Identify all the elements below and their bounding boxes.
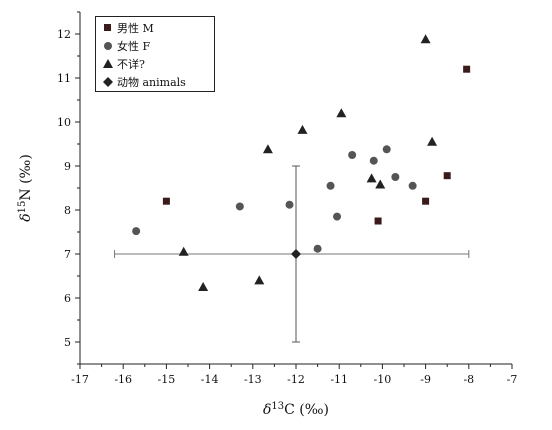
legend-item-unknown: 不详? [102,56,145,72]
axes: -17 -16 -15 -14 -13 -12 -11 -10 -9 -8 -7 5 6 7 8 9 10 11 1… [57,11,518,386]
unknown-point [254,275,265,285]
male-point [443,172,451,180]
x-tick-label: -13 [244,373,262,386]
female-point [235,202,244,211]
x-tick-label: -9 [420,373,431,386]
y-tick-label: 12 [57,28,71,41]
x-tick-label: -7 [507,373,518,386]
unknown-point [420,34,431,44]
y-tick-label: 7 [64,248,71,261]
legend-item-male: 男性 M [102,20,154,36]
unknown-point [198,282,209,291]
y-tick-label: 10 [57,116,71,129]
x-tick-label: -12 [287,373,305,386]
unknown-point [262,144,273,154]
female-point [333,212,342,221]
diamond-marker-icon [103,77,113,87]
circle-marker-icon [104,42,112,50]
male-point [162,197,170,205]
y-axis-label: δ15N (‰) [17,154,35,222]
legend-label-unknown: 不详? [117,58,145,71]
legend: 男性 M 女性 F 不详? 动物 animals [95,16,215,92]
x-tick-label: -11 [330,373,348,386]
female-point [382,145,391,154]
legend-label-animals: 动物 animals [117,76,186,89]
y-tick-label: 6 [64,292,71,305]
y-tick-label: 9 [64,160,71,173]
female-point [369,156,378,165]
female-point [132,227,141,236]
unknown-point [178,246,189,256]
unknown-point [366,173,377,183]
y-axis-label-main: N (‰) [18,154,34,200]
x-tick-label: -8 [463,373,474,386]
male-point [463,65,471,73]
legend-item-female: 女性 F [102,38,150,54]
female-point [348,151,357,159]
female-point [391,173,400,181]
unknown-point [427,136,438,146]
y-tick-label: 11 [57,72,71,85]
male-point [374,217,382,225]
female-point [313,244,322,253]
legend-label-male: 男性 M [117,22,154,35]
female-point [408,181,417,190]
x-tick-label: -10 [374,373,392,386]
y-axis-label-prefix: δ [18,213,34,221]
male-point [422,197,430,205]
y-tick-label: 8 [64,204,71,217]
female-point [285,200,294,209]
x-axis-label-prefix: δ [263,402,271,418]
x-axis-label: δ13C (‰) [263,401,329,419]
x-tick-label: -17 [71,373,89,386]
x-tick-label: -16 [114,373,132,386]
female-point [326,181,335,190]
legend-item-animals: 动物 animals [102,74,186,90]
x-tick-label: -14 [201,373,219,386]
triangle-marker-icon [103,59,113,68]
y-axis-label-sup: 15 [17,201,28,214]
x-axis-label-main: C (‰) [284,402,329,418]
animal-point [291,249,301,259]
data-points [132,34,471,291]
x-tick-label: -15 [158,373,176,386]
legend-label-female: 女性 F [117,40,151,53]
unknown-point [297,124,308,134]
unknown-point [336,108,347,118]
unknown-point [375,179,386,189]
x-axis-label-sup: 13 [271,401,284,412]
square-marker-icon [104,24,111,31]
y-tick-label: 5 [64,336,71,349]
